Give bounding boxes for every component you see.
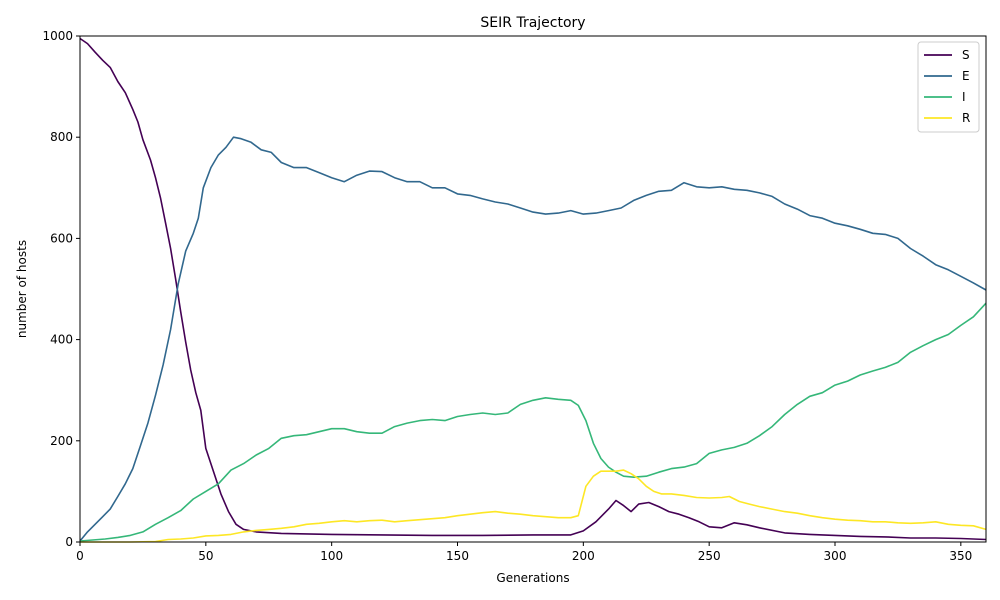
x-tick-label: 0 (76, 549, 84, 563)
series-line-S (79, 37, 987, 541)
series-line-R (80, 469, 987, 543)
x-axis-ticks: 0 50 100 150 200 250 300 350 (76, 542, 972, 563)
plot-frame (79, 35, 987, 543)
y-tick-label: 0 (65, 535, 73, 549)
x-tick-label: 150 (446, 549, 469, 563)
y-tick-label: 1000 (42, 29, 73, 43)
y-tick-label: 800 (50, 130, 73, 144)
x-tick-label: 250 (698, 549, 721, 563)
x-tick-label: 300 (824, 549, 847, 563)
legend-label-I: I (962, 90, 966, 104)
chart-title: SEIR Trajectory (480, 15, 585, 31)
y-axis-label: number of hosts (15, 240, 29, 338)
series-line-E (79, 136, 987, 542)
series-line-I (79, 302, 987, 542)
legend-label-S: S (962, 48, 970, 62)
x-tick-label: 100 (320, 549, 343, 563)
y-tick-label: 400 (50, 333, 73, 347)
legend-label-E: E (962, 69, 970, 83)
x-tick-label: 200 (572, 549, 595, 563)
legend: SEIR (917, 41, 980, 133)
x-tick-label: 50 (198, 549, 213, 563)
x-tick-label: 350 (949, 549, 972, 563)
y-tick-label: 600 (50, 231, 73, 245)
x-axis-label: Generations (496, 571, 569, 585)
y-axis-ticks: 0 200 400 600 800 1000 (42, 29, 80, 549)
y-tick-label: 200 (50, 434, 73, 448)
series-layer (79, 37, 987, 543)
legend-label-R: R (962, 111, 970, 125)
legend-box (917, 41, 980, 133)
